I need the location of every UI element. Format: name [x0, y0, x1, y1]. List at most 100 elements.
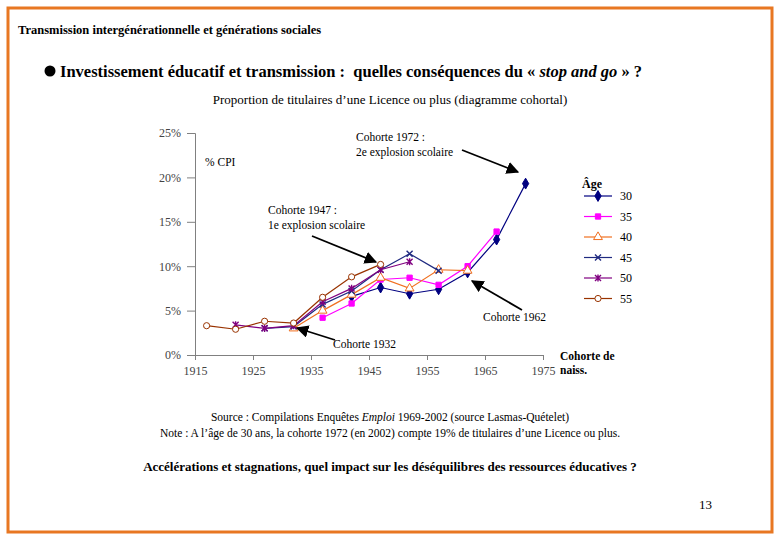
note: Note : A l’âge de 30 ans, la cohorte 197…	[160, 427, 620, 440]
x-tick-label: 1925	[242, 364, 266, 378]
y-tick: 25%	[159, 126, 195, 140]
series-marker	[262, 325, 268, 332]
legend-marker	[595, 295, 601, 301]
legend-label: 50	[620, 271, 632, 285]
series-marker	[407, 258, 413, 265]
x-tick-mark	[543, 355, 544, 360]
x-axis-line	[196, 356, 544, 361]
y-tick: 5%	[165, 304, 195, 318]
heading-part: stop and go	[538, 62, 617, 81]
annotation: Cohorte 1972 :2e explosion scolaire	[356, 131, 453, 159]
legend-label: 55	[620, 292, 632, 306]
series-line	[352, 184, 526, 297]
y-tick-label: 25%	[159, 126, 181, 140]
x-tick-label: 1945	[358, 364, 382, 378]
legend-marker	[595, 191, 601, 202]
x-tick-label: 1965	[474, 364, 498, 378]
legend-marker	[594, 232, 603, 240]
legend-label: 35	[620, 210, 632, 224]
heading-part: » ?	[617, 62, 642, 81]
bullet	[45, 66, 56, 77]
x-tick-mark	[253, 355, 254, 360]
y-axis-line	[187, 134, 196, 356]
y-tick-mark	[187, 311, 195, 312]
x-tick-mark	[485, 355, 486, 360]
x-axis-label: Cohorte de naiss.	[560, 350, 615, 376]
source-part: 1969-2002 (source Lasmas-Quételet)	[395, 411, 569, 424]
series-marker	[522, 178, 528, 189]
y-tick-label: 20%	[159, 171, 181, 185]
x-tick-label: 1935	[300, 364, 324, 378]
series-marker	[320, 315, 325, 320]
x-tick: 1965	[474, 355, 498, 378]
source: Source : Compilations Enquêtes Emploi 19…	[211, 411, 569, 424]
annotation-line: Cohorte 1962	[483, 311, 546, 323]
x-axis-label-line: Cohorte de	[560, 350, 615, 362]
series-line	[323, 232, 497, 318]
legend-marker	[595, 274, 601, 281]
annotation-line: Cohorte 1932	[333, 338, 396, 350]
x-tick-mark	[195, 355, 196, 360]
series-line	[265, 254, 439, 329]
annotation-arrow	[472, 281, 522, 310]
legend-title: Âge	[582, 177, 603, 191]
series-marker	[349, 285, 355, 292]
legend-marker	[595, 214, 600, 219]
series-marker	[376, 273, 385, 281]
legend-label: 45	[620, 251, 632, 265]
legend: Âge 30 35 40 45 50 55	[582, 177, 632, 306]
heading: Investissement éducatif et transmission …	[60, 62, 642, 81]
annotation-arrow	[462, 150, 518, 172]
annotation-arrow	[312, 236, 376, 262]
x-tick-mark	[427, 355, 428, 360]
y-axis: 0% 5% 10% 15% 20% 25%	[159, 126, 196, 362]
series-line	[294, 270, 468, 329]
series-marker	[349, 301, 354, 306]
series-marker	[405, 283, 414, 291]
series-marker	[436, 282, 441, 287]
y-tick-mark	[187, 266, 195, 267]
annotation: Cohorte 1962	[483, 311, 546, 323]
legend-label: 30	[620, 189, 632, 203]
y-tick-label: 5%	[165, 304, 181, 318]
annotation-line: 2e explosion scolaire	[356, 146, 453, 159]
y-tick-label: 0%	[165, 348, 181, 362]
legend-marker	[595, 255, 601, 261]
series-marker	[407, 251, 413, 257]
series-marker	[320, 294, 326, 300]
y-axis-label: % CPI	[205, 156, 236, 168]
x-tick-label: 1955	[416, 364, 440, 378]
x-tick-label: 1975	[532, 364, 556, 378]
x-tick-label: 1915	[184, 364, 208, 378]
page-number: 13	[699, 497, 712, 512]
series-marker	[349, 274, 355, 280]
x-tick: 1955	[416, 355, 440, 378]
series-marker	[262, 318, 268, 324]
legend-label: 40	[620, 230, 632, 244]
y-tick-mark	[187, 355, 195, 356]
series-group	[204, 178, 529, 332]
y-tick-mark	[187, 177, 195, 178]
annotation: Cohorte 1932	[333, 338, 396, 350]
x-tick: 1925	[242, 355, 266, 378]
x-tick-mark	[369, 355, 370, 360]
slide: Transmission intergénérationnelle et gén…	[0, 0, 780, 540]
y-tick: 10%	[159, 260, 195, 274]
y-tick-label: 10%	[159, 260, 181, 274]
annotation: Cohorte 1947 :1e explosion scolaire	[268, 204, 365, 232]
x-tick: 1945	[358, 355, 382, 378]
annotation-line: Cohorte 1947 :	[268, 204, 337, 216]
y-tick-mark	[187, 222, 195, 223]
series-marker	[463, 266, 472, 274]
series-marker	[436, 268, 442, 274]
plot: 0% 5% 10% 15% 20% 25% 1915 1925 1935 1945 1955 1965…	[159, 126, 556, 377]
x-tick: 1935	[300, 355, 324, 378]
y-tick: 20%	[159, 171, 195, 185]
y-tick-label: 15%	[159, 215, 181, 229]
series-line	[207, 264, 381, 329]
x-axis-label-line: naiss.	[560, 364, 587, 376]
x-tick: 1975	[532, 355, 556, 378]
y-tick-mark	[187, 133, 195, 134]
header: Transmission intergénérationnelle et gén…	[18, 23, 321, 37]
series-marker	[378, 261, 384, 267]
